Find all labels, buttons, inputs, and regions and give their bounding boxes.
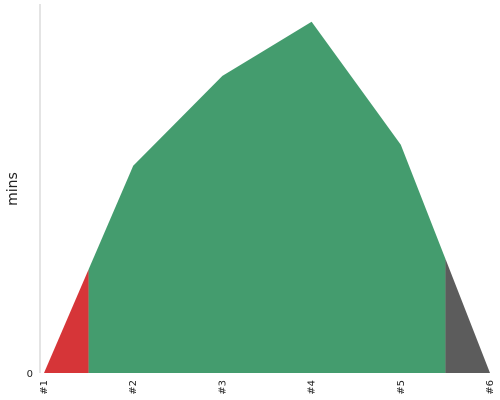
y-tick-label: 0: [27, 369, 33, 380]
x-tick-label: #6: [485, 380, 496, 395]
x-tick-label: #3: [217, 380, 228, 395]
x-tick-label: #4: [307, 380, 318, 395]
y-axis-ticks: 0: [27, 369, 33, 380]
x-tick-label: #5: [396, 380, 407, 395]
x-axis-ticks: #1 #2 #3 #4 #5 #6: [39, 380, 496, 395]
y-axis-label: mins: [5, 172, 21, 206]
area-segment-3: [445, 258, 490, 373]
x-tick-label: #2: [128, 380, 139, 395]
area-segments: [44, 21, 490, 374]
x-tick-label: #1: [39, 380, 50, 395]
area-segment-1: [44, 269, 89, 373]
area-segment-2: [88, 21, 446, 374]
